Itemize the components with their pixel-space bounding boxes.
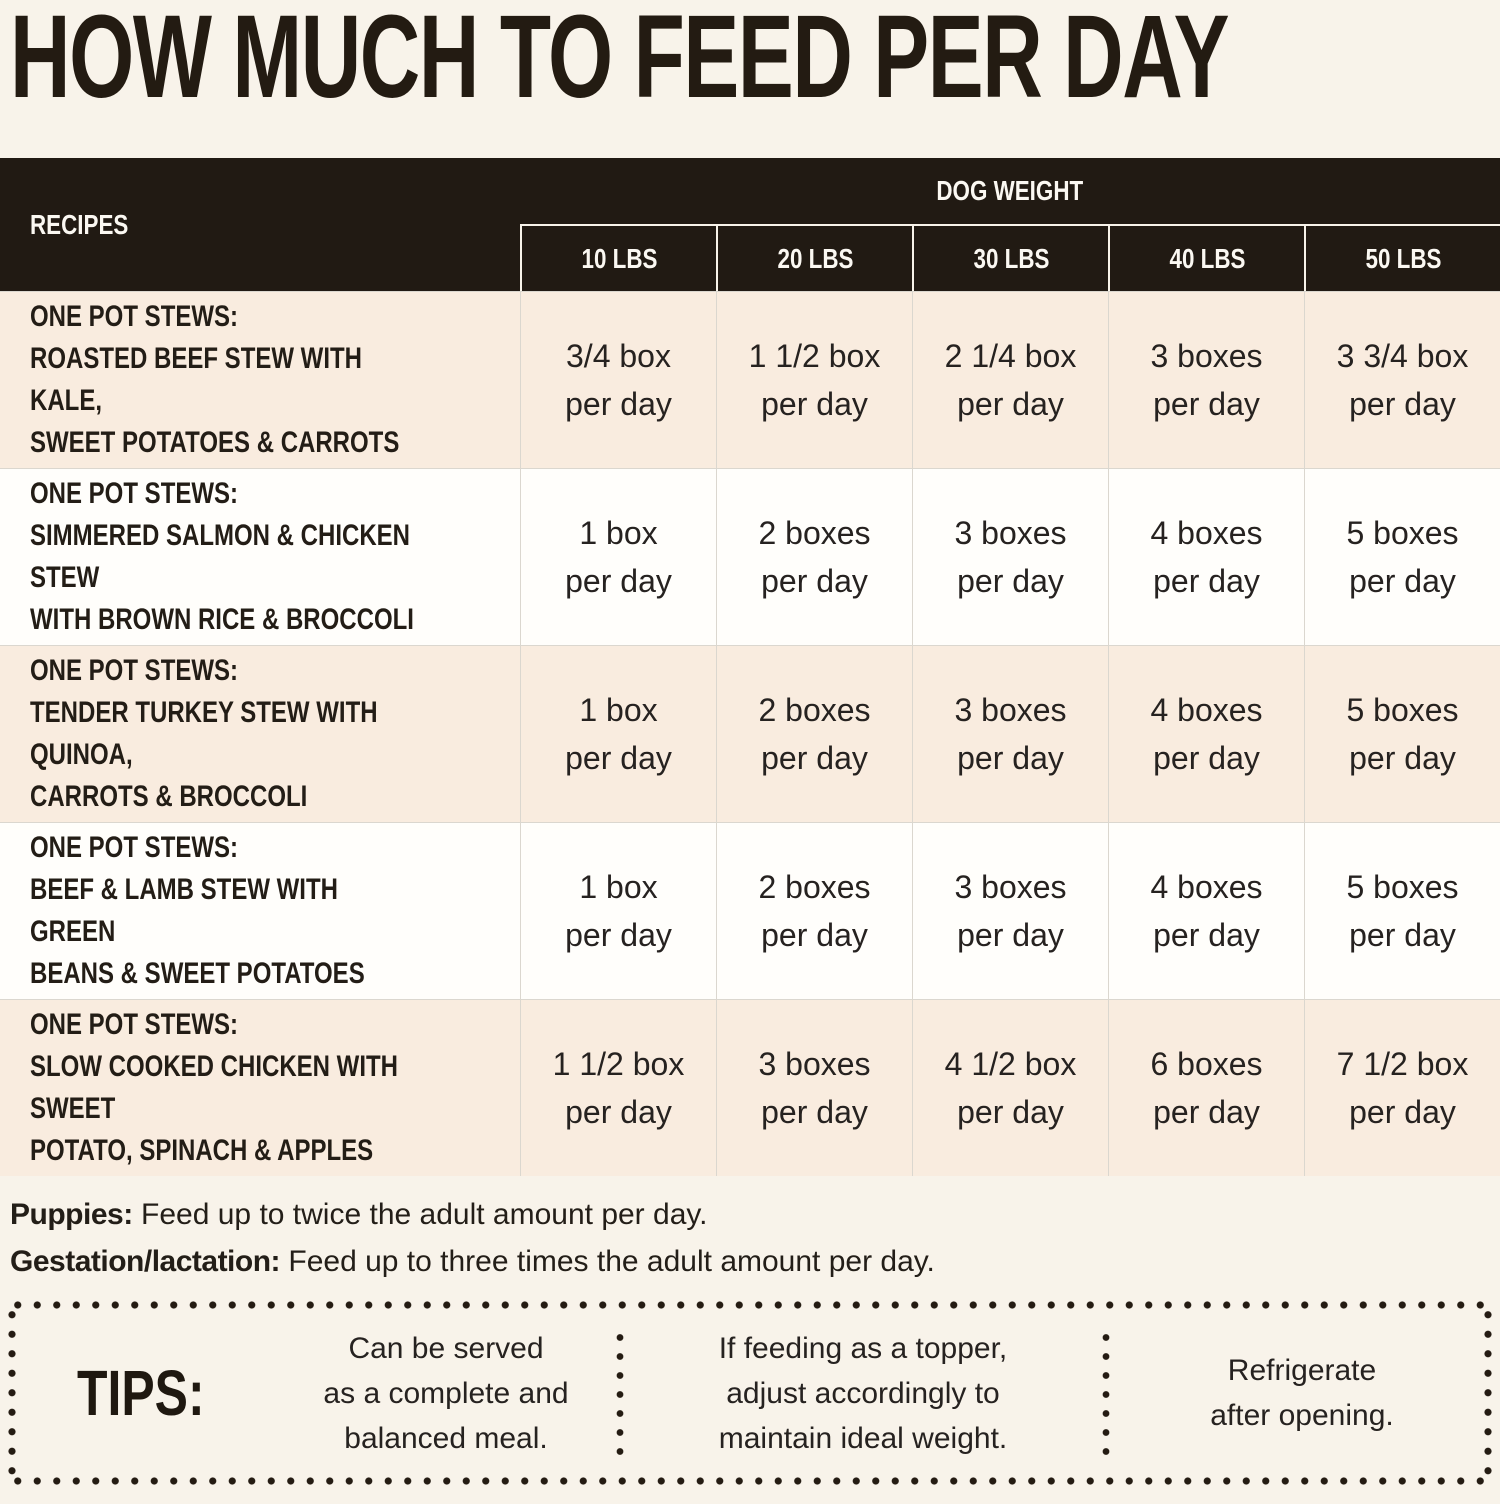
feeding-amount: 1 1/2 box per day [552,1046,685,1131]
recipe-name-cell: ONE POT STEWS: ROASTED BEEF STEW WITH KA… [0,291,520,469]
feeding-amount: 4 boxes per day [1150,692,1263,777]
feeding-amount: 3 boxes per day [954,515,1067,600]
tips-label-cell: TIPS: [6,1356,276,1430]
tips-box: TIPS: Can be served as a complete and ba… [6,1299,1494,1487]
dotted-border-right [1484,1305,1492,1482]
page-title: HOW MUCH TO FEED PER DAY [10,0,1500,123]
recipes-header-cell: RECIPES [0,158,520,292]
tip-complete-meal: Can be served as a complete and balanced… [323,1331,569,1455]
feeding-amount: 7 1/2 box per day [1336,1046,1469,1131]
column-header-20lbs: 20 LBS [716,226,912,292]
recipe-name: ONE POT STEWS: TENDER TURKEY STEW WITH Q… [30,654,378,814]
feeding-amount: 2 boxes per day [758,869,871,954]
feeding-amount: 3 boxes per day [954,692,1067,777]
feeding-notes: Puppies: Feed up to twice the adult amou… [10,1192,1500,1285]
feeding-amount-cell: 2 boxes per day [716,645,912,823]
column-header-50lbs: 50 LBS [1304,226,1500,292]
feeding-amount: 2 boxes per day [758,692,871,777]
feeding-amount: 3 boxes per day [1150,338,1263,423]
feeding-amount-cell: 4 boxes per day [1108,645,1304,823]
puppies-note: Puppies: Feed up to twice the adult amou… [10,1192,1500,1239]
gestation-note-text: Feed up to three times the adult amount … [288,1244,935,1278]
feeding-amount: 3 boxes per day [954,869,1067,954]
dotted-border-top [8,1301,1492,1310]
feeding-amount: 4 boxes per day [1150,515,1263,600]
recipe-name: ONE POT STEWS: SLOW COOKED CHICKEN WITH … [30,1008,398,1168]
feeding-amount-cell: 4 boxes per day [1108,468,1304,646]
feeding-amount: 4 boxes per day [1150,869,1263,954]
recipes-header-label: RECIPES [30,208,129,240]
feeding-amount-cell: 7 1/2 box per day [1304,999,1500,1177]
feeding-amount: 6 boxes per day [1150,1046,1263,1131]
feeding-amount-cell: 1 box per day [520,822,716,1000]
gestation-note-label: Gestation/lactation: [10,1244,281,1278]
feeding-amount: 3 boxes per day [758,1046,871,1131]
feeding-amount-cell: 1 box per day [520,468,716,646]
feeding-amount: 1 box per day [565,692,672,777]
feeding-amount-cell: 5 boxes per day [1304,822,1500,1000]
feeding-amount: 5 boxes per day [1346,869,1459,954]
feeding-amount-cell: 3 boxes per day [716,999,912,1177]
feeding-amount-cell: 2 boxes per day [716,822,912,1000]
feeding-amount: 3/4 box per day [565,338,672,423]
recipe-name-cell: ONE POT STEWS: SLOW COOKED CHICKEN WITH … [0,999,520,1177]
tip-refrigerate: Refrigerate after opening. [1210,1354,1394,1433]
feeding-amount: 1 box per day [565,869,672,954]
dog-weight-header-cell: DOG WEIGHT [520,158,1500,227]
page-title-text: HOW MUCH TO FEED PER DAY [10,0,1230,123]
feeding-amount-cell: 3 boxes per day [912,645,1108,823]
feeding-amount-cell: 2 1/4 box per day [912,291,1108,469]
recipe-name: ONE POT STEWS: ROASTED BEEF STEW WITH KA… [30,300,400,460]
feeding-amount-cell: 5 boxes per day [1304,645,1500,823]
recipe-name: ONE POT STEWS: SIMMERED SALMON & CHICKEN… [30,477,414,637]
feeding-amount-cell: 2 boxes per day [716,468,912,646]
tips-label: TIPS: [77,1357,205,1430]
feeding-amount-cell: 4 boxes per day [1108,822,1304,1000]
dotted-border-bottom [8,1477,1492,1486]
recipe-name-cell: ONE POT STEWS: BEEF & LAMB STEW WITH GRE… [0,822,520,1000]
feeding-amount: 5 boxes per day [1346,515,1459,600]
feeding-amount: 2 1/4 box per day [944,338,1077,423]
feeding-amount-cell: 3 boxes per day [912,468,1108,646]
recipe-name-cell: ONE POT STEWS: SIMMERED SALMON & CHICKEN… [0,468,520,646]
column-header-label: 40 LBS [1169,242,1245,274]
dotted-separator [616,1328,624,1459]
feeding-amount: 5 boxes per day [1346,692,1459,777]
column-header-label: 10 LBS [581,242,657,274]
feeding-amount-cell: 6 boxes per day [1108,999,1304,1177]
puppies-note-label: Puppies: [10,1198,133,1232]
feeding-table: RECIPES DOG WEIGHT 10 LBS 20 LBS 30 LBS … [0,158,1500,1177]
feeding-amount: 4 1/2 box per day [944,1046,1077,1131]
tip-topper: If feeding as a topper, adjust according… [718,1331,1008,1455]
column-header-label: 20 LBS [777,242,853,274]
feeding-amount-cell: 3 boxes per day [912,822,1108,1000]
feeding-amount: 1 box per day [565,515,672,600]
recipe-name-cell: ONE POT STEWS: TENDER TURKEY STEW WITH Q… [0,645,520,823]
column-header-label: 50 LBS [1365,242,1441,274]
feeding-amount-cell: 3/4 box per day [520,291,716,469]
feeding-amount: 3 3/4 box per day [1336,338,1469,423]
dotted-border-left [8,1305,16,1482]
gestation-note: Gestation/lactation: Feed up to three ti… [10,1239,1500,1286]
column-header-label: 30 LBS [973,242,1049,274]
column-header-10lbs: 10 LBS [520,226,716,292]
feeding-amount-cell: 3 3/4 box per day [1304,291,1500,469]
feeding-amount-cell: 1 1/2 box per day [716,291,912,469]
feeding-amount-cell: 3 boxes per day [1108,291,1304,469]
feeding-amount-cell: 5 boxes per day [1304,468,1500,646]
dotted-separator [1102,1328,1110,1459]
feeding-amount: 1 1/2 box per day [748,338,881,423]
feeding-amount-cell: 4 1/2 box per day [912,999,1108,1177]
dog-weight-header-label: DOG WEIGHT [936,175,1084,207]
feeding-amount-cell: 1 box per day [520,645,716,823]
recipe-name: ONE POT STEWS: BEEF & LAMB STEW WITH GRE… [30,831,365,991]
puppies-note-text: Feed up to twice the adult amount per da… [141,1198,708,1232]
column-header-40lbs: 40 LBS [1108,226,1304,292]
column-header-30lbs: 30 LBS [912,226,1108,292]
feeding-amount: 2 boxes per day [758,515,871,600]
feeding-amount-cell: 1 1/2 box per day [520,999,716,1177]
